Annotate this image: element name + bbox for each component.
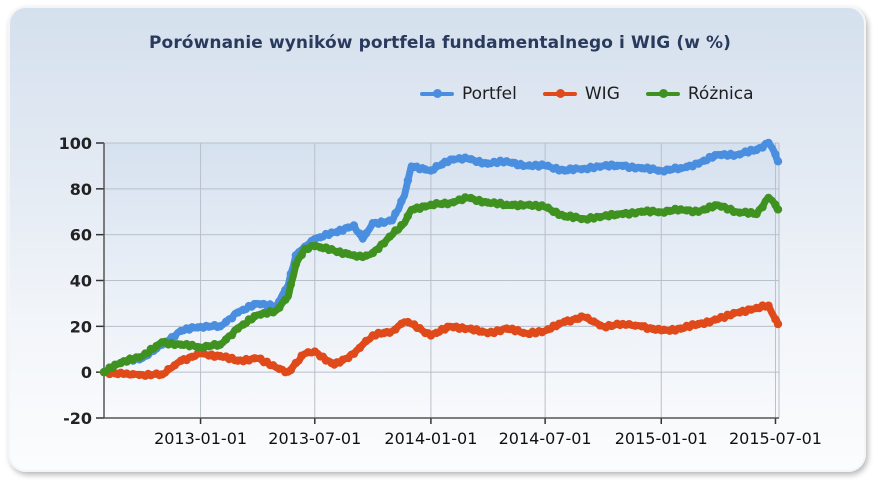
x-tick-label: 2014-07-01: [499, 429, 592, 448]
legend-label: Różnica: [687, 84, 754, 104]
x-tick-label: 2014-01-01: [384, 429, 477, 448]
legend-label: Portfel: [462, 84, 517, 104]
legend-marker-icon: [645, 89, 680, 98]
legend-item-roznica[interactable]: Różnica: [645, 84, 754, 104]
x-tick-label: 2015-01-01: [615, 429, 708, 448]
legend-marker-icon: [420, 89, 454, 98]
x-tick-label: 2013-07-01: [268, 429, 361, 448]
legend-label: WIG: [584, 84, 620, 104]
y-tick-label: 100: [59, 134, 92, 153]
y-tick-label: -20: [63, 409, 92, 428]
legend-marker-icon: [542, 89, 577, 98]
y-tick-label: 0: [81, 363, 92, 382]
chart-title: Porównanie wyników portfela fundamentaln…: [148, 33, 732, 53]
chart-legend: Portfel WIG Różnica: [420, 82, 754, 106]
x-tick-label: 2015-07-01: [729, 429, 822, 448]
data-series: [99, 138, 783, 380]
x-tick-label: 2013-01-01: [154, 429, 247, 448]
y-tick-label: 20: [70, 317, 92, 336]
y-tick-label: 60: [70, 226, 92, 245]
axes: -20 0 20 40 60 80 100 2013-01-01 2013-07-01 2014-…: [59, 134, 822, 448]
y-tick-label: 40: [70, 272, 92, 291]
legend-item-portfel[interactable]: Portfel: [420, 84, 517, 104]
legend-item-wig[interactable]: WIG: [542, 84, 620, 104]
y-tick-label: 80: [70, 180, 92, 199]
